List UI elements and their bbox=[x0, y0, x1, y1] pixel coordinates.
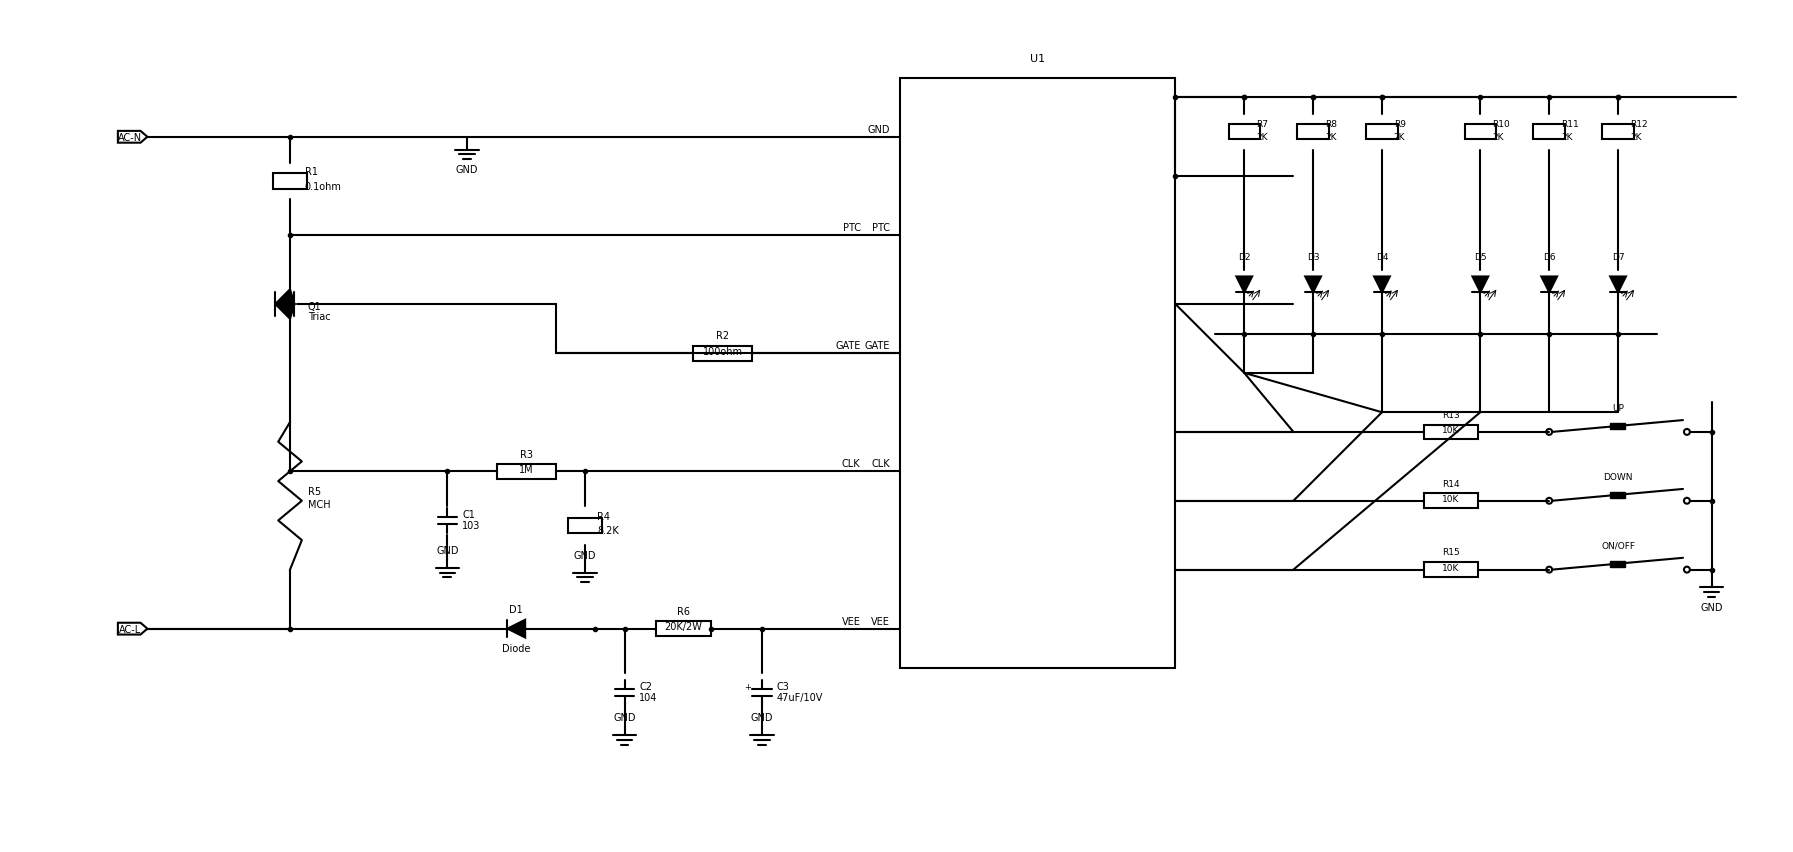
Text: VEE: VEE bbox=[871, 616, 889, 626]
Text: D5: D5 bbox=[1474, 253, 1486, 262]
Text: 2K: 2K bbox=[1630, 133, 1641, 142]
Bar bbox=[273, 174, 307, 190]
Polygon shape bbox=[1305, 277, 1321, 293]
Bar bbox=[1228, 125, 1260, 140]
Text: 100ohm: 100ohm bbox=[703, 347, 742, 357]
Text: R14: R14 bbox=[1442, 479, 1460, 488]
Text: 0.1ohm: 0.1ohm bbox=[305, 181, 342, 192]
Text: D6: D6 bbox=[1544, 253, 1556, 262]
Text: 104: 104 bbox=[640, 693, 658, 703]
Text: 10K: 10K bbox=[1442, 563, 1460, 573]
Bar bbox=[1424, 425, 1477, 440]
Bar bbox=[568, 518, 602, 533]
Polygon shape bbox=[1542, 277, 1556, 293]
Bar bbox=[1366, 125, 1399, 140]
Text: GND: GND bbox=[868, 124, 889, 135]
Text: C2: C2 bbox=[640, 681, 653, 691]
Text: R4: R4 bbox=[597, 511, 610, 521]
Text: R3: R3 bbox=[520, 449, 533, 459]
Text: GND: GND bbox=[574, 550, 597, 561]
Text: +: + bbox=[744, 682, 751, 691]
Bar bbox=[1610, 492, 1626, 498]
Polygon shape bbox=[1373, 277, 1390, 293]
Polygon shape bbox=[276, 305, 294, 320]
Text: 2K: 2K bbox=[1325, 133, 1336, 142]
Text: D2: D2 bbox=[1237, 253, 1250, 262]
Text: GND: GND bbox=[455, 165, 479, 175]
Text: R15: R15 bbox=[1442, 548, 1460, 556]
Text: AC-N: AC-N bbox=[118, 133, 142, 142]
Text: R13: R13 bbox=[1442, 410, 1460, 419]
Polygon shape bbox=[507, 620, 525, 638]
Text: PTC: PTC bbox=[843, 223, 861, 233]
Text: C1: C1 bbox=[463, 509, 475, 519]
Text: R9: R9 bbox=[1393, 120, 1406, 130]
Bar bbox=[694, 347, 753, 361]
Text: U1: U1 bbox=[1031, 54, 1045, 64]
Bar bbox=[1424, 494, 1477, 509]
Polygon shape bbox=[1237, 277, 1252, 293]
Text: UP: UP bbox=[1612, 403, 1624, 412]
Text: D1: D1 bbox=[509, 604, 524, 614]
Bar bbox=[1465, 125, 1495, 140]
Text: Triac: Triac bbox=[308, 312, 330, 321]
Text: 10K: 10K bbox=[1442, 495, 1460, 504]
Text: 2K: 2K bbox=[1393, 133, 1406, 142]
Text: 2K: 2K bbox=[1562, 133, 1572, 142]
Text: GATE: GATE bbox=[864, 341, 889, 351]
Text: ON/OFF: ON/OFF bbox=[1601, 541, 1635, 550]
Text: R1: R1 bbox=[305, 167, 317, 177]
Text: R2: R2 bbox=[717, 331, 730, 341]
Text: Q1: Q1 bbox=[308, 302, 321, 312]
Text: 8.2K: 8.2K bbox=[597, 526, 619, 536]
Text: R10: R10 bbox=[1492, 120, 1510, 130]
Polygon shape bbox=[1610, 277, 1626, 293]
Text: R7: R7 bbox=[1257, 120, 1268, 130]
Bar bbox=[1603, 125, 1633, 140]
Text: GND: GND bbox=[751, 712, 773, 722]
Bar bbox=[1610, 423, 1626, 429]
Text: S2: S2 bbox=[1612, 492, 1624, 501]
Text: S1: S1 bbox=[1612, 423, 1624, 432]
Bar bbox=[497, 464, 556, 479]
Text: S3: S3 bbox=[1612, 561, 1624, 569]
Text: GND: GND bbox=[436, 545, 459, 556]
Text: Diode: Diode bbox=[502, 643, 531, 653]
Text: R5: R5 bbox=[308, 486, 321, 497]
Text: PTC: PTC bbox=[871, 223, 889, 233]
Bar bbox=[1533, 125, 1565, 140]
Text: 1M: 1M bbox=[518, 464, 534, 475]
Text: MCH: MCH bbox=[308, 499, 330, 509]
Text: CLK: CLK bbox=[843, 459, 861, 469]
Text: R8: R8 bbox=[1325, 120, 1338, 130]
Text: GND: GND bbox=[1700, 602, 1723, 613]
Text: D4: D4 bbox=[1375, 253, 1388, 262]
Text: D3: D3 bbox=[1307, 253, 1320, 262]
Text: 10K: 10K bbox=[1442, 426, 1460, 435]
Bar bbox=[656, 621, 710, 636]
Text: AC-L: AC-L bbox=[118, 624, 142, 634]
Bar bbox=[1298, 125, 1329, 140]
Text: 2K: 2K bbox=[1492, 133, 1504, 142]
Bar bbox=[1424, 562, 1477, 578]
Text: CLK: CLK bbox=[871, 459, 889, 469]
Polygon shape bbox=[1472, 277, 1488, 293]
Text: 2K: 2K bbox=[1257, 133, 1268, 142]
Text: R12: R12 bbox=[1630, 120, 1648, 130]
Text: VEE: VEE bbox=[841, 616, 861, 626]
Text: DOWN: DOWN bbox=[1603, 472, 1633, 481]
Polygon shape bbox=[276, 290, 294, 305]
Text: R11: R11 bbox=[1562, 120, 1580, 130]
Text: 103: 103 bbox=[463, 521, 481, 531]
Bar bbox=[900, 78, 1176, 668]
Text: R6: R6 bbox=[678, 607, 690, 616]
Text: GND: GND bbox=[613, 712, 637, 722]
Text: 47uF/10V: 47uF/10V bbox=[776, 693, 823, 703]
Text: D7: D7 bbox=[1612, 253, 1624, 262]
Text: GATE: GATE bbox=[836, 341, 861, 351]
Bar bbox=[1610, 561, 1626, 567]
Text: C3: C3 bbox=[776, 681, 791, 691]
Text: 20K/2W: 20K/2W bbox=[665, 621, 703, 631]
